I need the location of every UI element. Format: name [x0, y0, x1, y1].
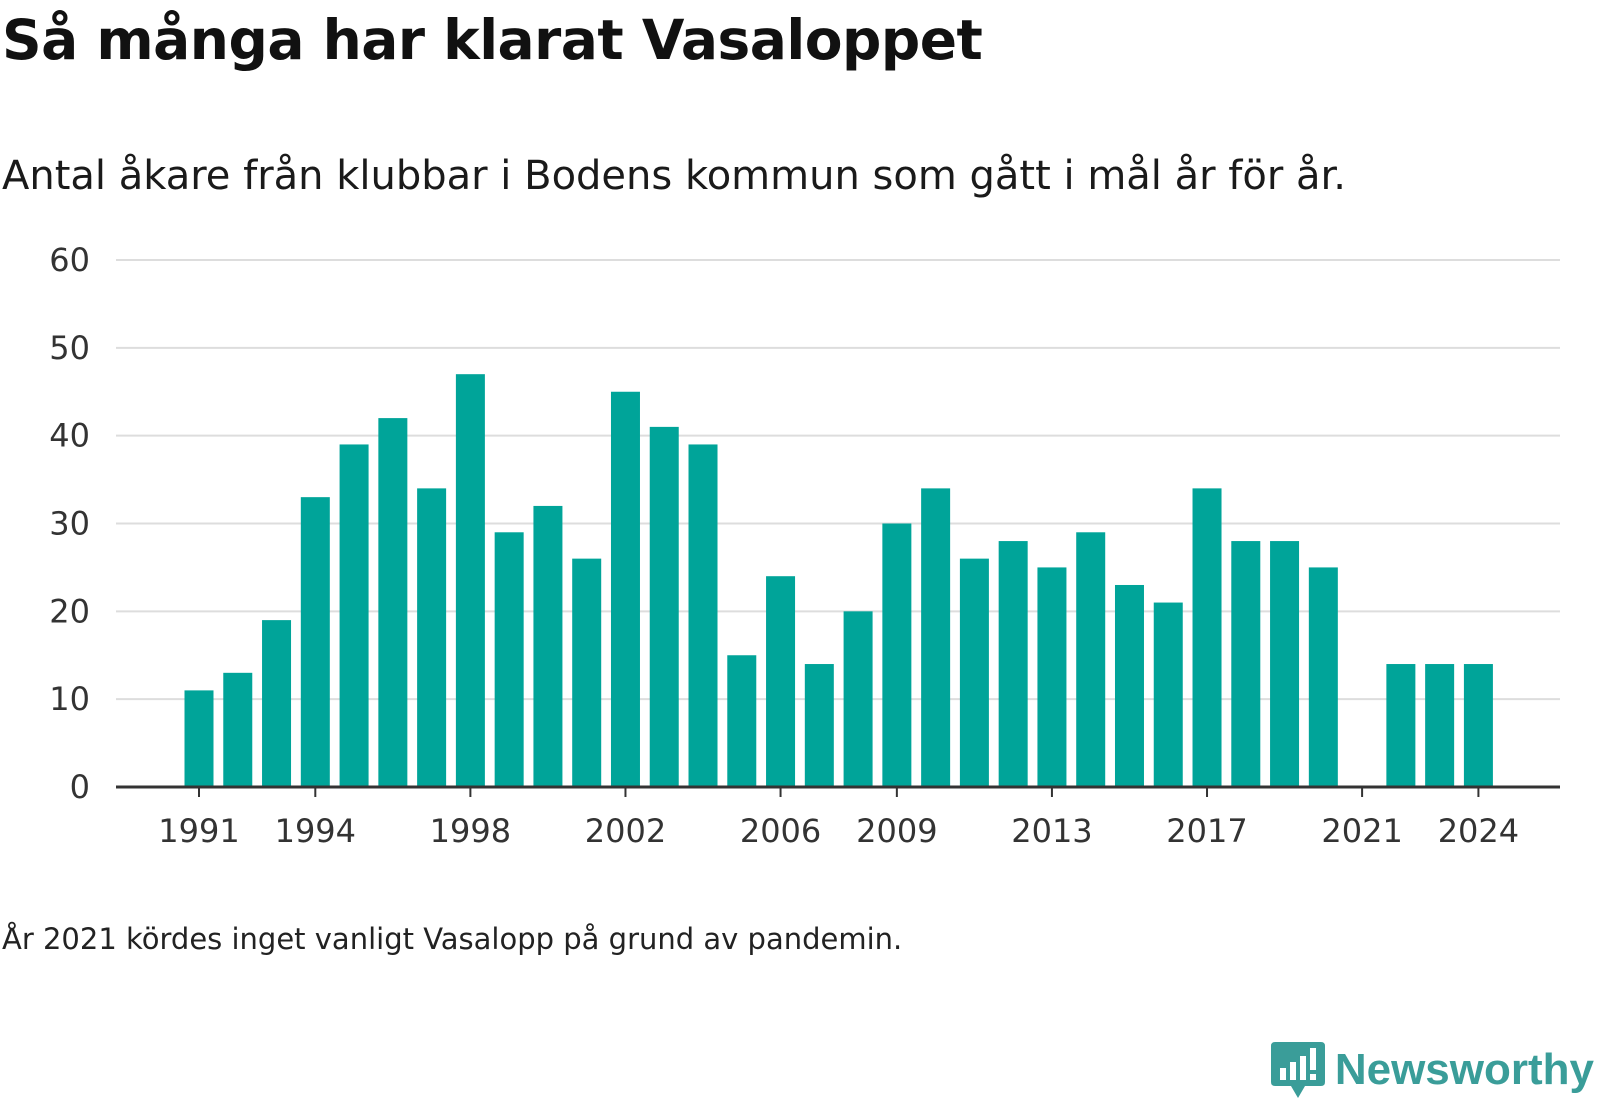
bar: [1114, 584, 1144, 787]
bar: [572, 558, 602, 787]
newsworthy-chart-bubble-icon: [1270, 1042, 1325, 1098]
bar: [1425, 664, 1455, 787]
chart-title: Så många har klarat Vasaloppet: [2, 8, 983, 72]
bar: [610, 391, 640, 787]
x-tick-label: 1994: [275, 812, 356, 850]
x-tick-label: 1998: [430, 812, 511, 850]
bar: [1076, 532, 1106, 787]
bar: [223, 672, 253, 787]
bar-chart: 0 10 20 30 40 50 60 1991 1994 1998 2002 2006 2009 20…: [49, 241, 1560, 850]
y-tick-label: 10: [49, 680, 90, 718]
x-tick-label: 2024: [1438, 812, 1519, 850]
bar: [921, 488, 951, 787]
y-tick-label: 30: [49, 505, 90, 543]
bar: [843, 611, 873, 787]
bar: [727, 655, 757, 787]
x-tick-label: 2002: [585, 812, 666, 850]
bar: [766, 576, 796, 787]
bar: [882, 523, 912, 787]
bar: [378, 418, 408, 787]
bar: [417, 488, 447, 787]
x-tick-label: 2009: [856, 812, 937, 850]
bar: [262, 620, 292, 787]
bar: [1037, 567, 1067, 787]
bar: [184, 690, 214, 787]
x-tick-label: 2013: [1011, 812, 1092, 850]
y-tick-label: 40: [49, 417, 90, 455]
bar: [455, 374, 485, 787]
chart-note: År 2021 kördes inget vanligt Vasalopp på…: [2, 922, 903, 956]
y-axis-ticks: 0 10 20 30 40 50 60: [49, 241, 90, 806]
x-axis-ticks: 1991 1994 1998 2002 2006 2009 2013 2017 2021 2024: [158, 787, 1519, 850]
bar: [339, 444, 369, 787]
bar: [533, 505, 563, 787]
bar: [1308, 567, 1338, 787]
bar: [1192, 488, 1222, 787]
y-tick-label: 0: [70, 768, 90, 806]
y-tick-label: 60: [49, 241, 90, 279]
y-tick-label: 50: [49, 329, 90, 367]
bar: [688, 444, 718, 787]
gridlines: [116, 259, 1560, 701]
bar: [300, 497, 330, 787]
bar: [1153, 602, 1183, 787]
bar: [998, 541, 1028, 787]
bar: [1386, 664, 1416, 787]
x-tick-label: 2006: [740, 812, 821, 850]
y-tick-label: 20: [49, 592, 90, 630]
chart-subtitle: Antal åkare från klubbar i Bodens kommun…: [2, 153, 1347, 199]
newsworthy-logo: Newsworthy: [1270, 1042, 1594, 1098]
bar: [494, 532, 524, 787]
bar: [1231, 541, 1261, 787]
x-tick-label: 1991: [158, 812, 239, 850]
brand-name: Newsworthy: [1334, 1045, 1594, 1094]
bar: [1270, 541, 1300, 787]
x-tick-label: 2021: [1321, 812, 1402, 850]
bar: [1463, 664, 1493, 787]
x-tick-label: 2017: [1166, 812, 1247, 850]
bar: [649, 426, 679, 787]
bar: [959, 558, 989, 787]
bar: [804, 664, 834, 787]
bars: [184, 374, 1493, 787]
